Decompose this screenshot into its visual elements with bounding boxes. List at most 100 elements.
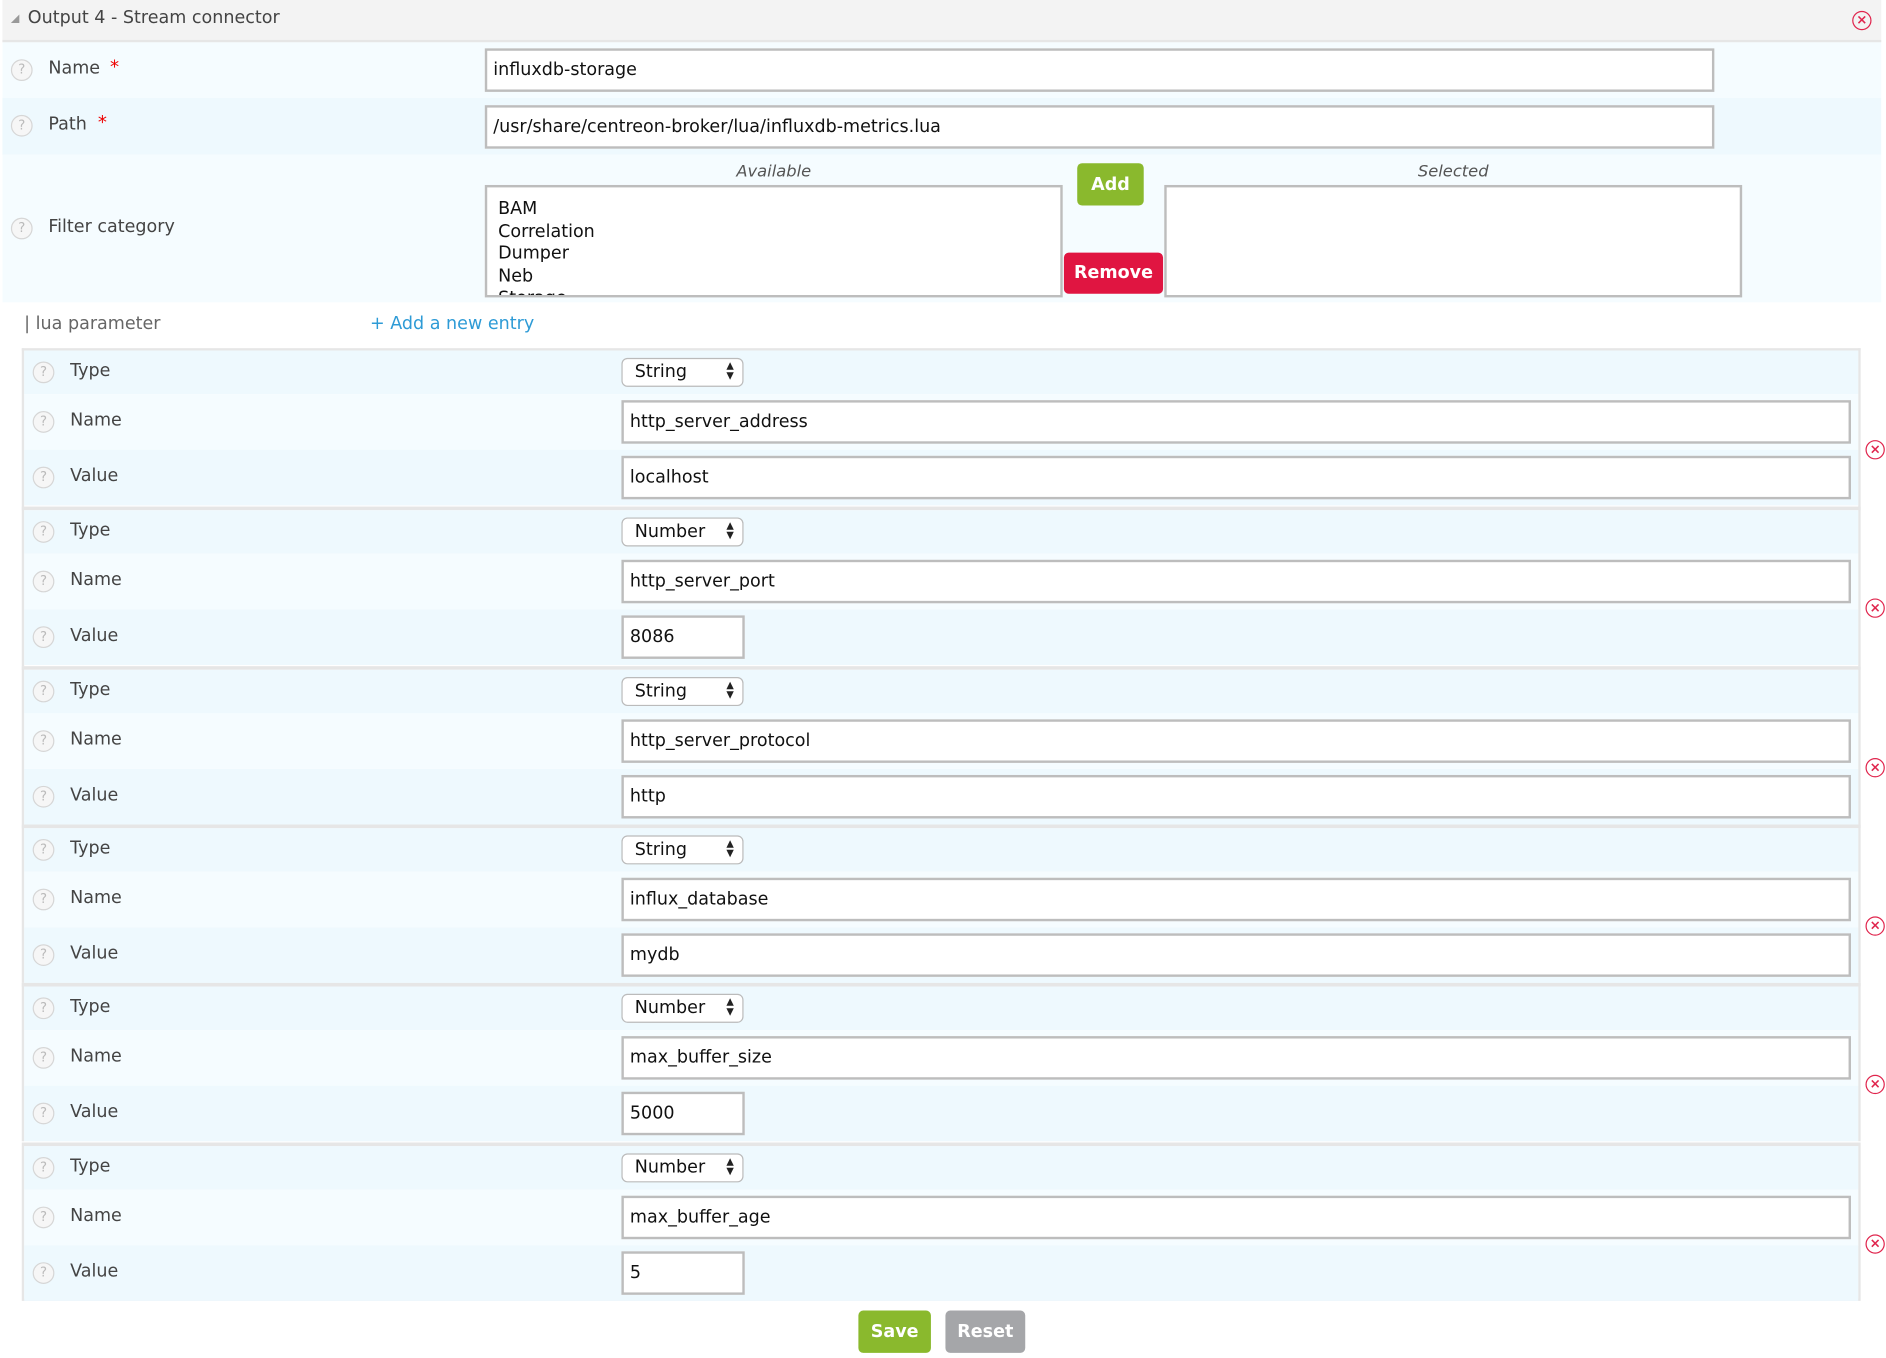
lua-parameter-group: ? Type? Name? Value Number ▲ ▼ max_buffer_size 5… xyxy=(21,983,1861,1142)
selected-caption: Selected xyxy=(1417,162,1489,182)
remove-parameter-icon[interactable]: × xyxy=(1865,916,1885,936)
param-value-input[interactable]: http xyxy=(621,774,1851,819)
available-option[interactable]: BAM xyxy=(498,199,538,219)
param-value-input[interactable]: 5000 xyxy=(621,1091,745,1136)
param-value-row xyxy=(24,1085,1859,1142)
help-icon[interactable]: ? xyxy=(32,1156,55,1179)
param-type-select[interactable]: Number ▲ ▼ xyxy=(621,1152,744,1182)
section-title: Output 4 - Stream connector xyxy=(27,8,280,28)
help-icon[interactable]: ? xyxy=(10,217,33,240)
help-icon[interactable]: ? xyxy=(32,411,55,433)
name-input[interactable]: influxdb-storage xyxy=(484,48,1715,92)
remove-parameter-icon[interactable]: × xyxy=(1865,757,1885,777)
param-name-input[interactable]: max_buffer_size xyxy=(621,1036,1851,1080)
help-icon[interactable]: ? xyxy=(32,361,55,384)
param-type-select[interactable]: Number ▲ ▼ xyxy=(621,517,744,547)
param-type-label: Type xyxy=(70,361,111,381)
param-value-input[interactable]: 5 xyxy=(621,1250,745,1295)
param-name-input[interactable]: http_server_address xyxy=(621,400,1851,444)
help-icon[interactable]: ? xyxy=(32,997,55,1020)
filter-category-label: Filter category xyxy=(48,217,175,237)
help-icon[interactable]: ? xyxy=(32,626,55,649)
help-icon[interactable]: ? xyxy=(32,888,55,911)
help-icon[interactable]: ? xyxy=(10,59,33,82)
help-icon[interactable]: ? xyxy=(32,1205,55,1228)
param-type-row xyxy=(24,986,1859,1031)
param-type-value: String xyxy=(634,362,688,383)
param-type-select[interactable]: String ▲ ▼ xyxy=(621,835,744,865)
collapse-triangle-icon[interactable] xyxy=(10,14,20,23)
close-section-icon[interactable]: × xyxy=(1852,10,1872,31)
remove-parameter-icon[interactable]: × xyxy=(1865,1233,1885,1254)
remove-parameter-icon[interactable]: × xyxy=(1865,440,1885,460)
param-type-label: Type xyxy=(70,680,111,700)
param-value-label: Value xyxy=(70,466,119,487)
param-name-label: Name xyxy=(70,888,122,908)
lua-parameter-label: | lua parameter xyxy=(24,314,161,334)
help-icon[interactable]: ? xyxy=(32,838,55,861)
param-value-label: Value xyxy=(70,785,119,805)
param-type-label: Type xyxy=(70,838,111,859)
select-arrows-icon: ▲ ▼ xyxy=(726,837,734,859)
add-new-entry-link[interactable]: + Add a new entry xyxy=(369,314,535,334)
param-name-label: Name xyxy=(70,729,122,750)
remove-parameter-icon[interactable]: × xyxy=(1865,1075,1885,1095)
lua-parameter-group: ? Type? Name? Value Number ▲ ▼ http_server_port… xyxy=(21,506,1861,666)
help-icon[interactable]: ? xyxy=(32,1047,55,1069)
help-icon[interactable]: ? xyxy=(32,680,55,702)
name-label: Name xyxy=(48,59,101,79)
remove-parameter-icon[interactable]: × xyxy=(1865,598,1885,619)
help-icon[interactable]: ? xyxy=(32,521,55,544)
help-icon[interactable]: ? xyxy=(32,729,55,752)
param-value-label: Value xyxy=(70,944,119,964)
help-icon[interactable]: ? xyxy=(32,1261,55,1284)
path-input[interactable]: /usr/share/centreon-broker/lua/influxdb-… xyxy=(484,105,1715,149)
param-value-row xyxy=(24,1244,1859,1301)
reset-button[interactable]: Reset xyxy=(945,1310,1026,1353)
param-name-input[interactable]: http_server_port xyxy=(621,560,1851,604)
selected-list[interactable] xyxy=(1164,184,1743,298)
param-type-row xyxy=(24,669,1859,713)
param-name-input[interactable]: max_buffer_age xyxy=(621,1195,1851,1239)
required-mark: * xyxy=(97,111,107,133)
help-icon[interactable]: ? xyxy=(32,944,55,966)
param-type-select[interactable]: Number ▲ ▼ xyxy=(621,994,744,1024)
section-header: Output 4 - Stream connector xyxy=(2,0,1882,43)
required-mark: * xyxy=(110,55,120,78)
available-caption: Available xyxy=(736,162,812,182)
help-icon[interactable]: ? xyxy=(32,571,55,593)
available-option[interactable]: Storage xyxy=(498,288,1049,295)
help-icon[interactable]: ? xyxy=(10,114,33,137)
help-icon[interactable]: ? xyxy=(32,466,55,489)
help-icon[interactable]: ? xyxy=(32,785,55,808)
available-option[interactable]: Neb xyxy=(498,266,534,286)
param-type-row xyxy=(24,828,1859,872)
param-name-label: Name xyxy=(70,1047,122,1067)
param-type-select[interactable]: String ▲ ▼ xyxy=(621,357,744,387)
path-label: Path xyxy=(48,114,87,135)
param-value-label: Value xyxy=(70,1102,119,1123)
param-value-input[interactable]: localhost xyxy=(621,455,1851,500)
available-option[interactable]: Correlation xyxy=(498,221,595,242)
param-type-value: Number xyxy=(634,1157,706,1177)
param-value-input[interactable]: 8086 xyxy=(621,615,745,660)
help-icon[interactable]: ? xyxy=(32,1102,55,1125)
param-value-label: Value xyxy=(70,626,119,646)
lua-parameter-group: ? Type? Name? Value String ▲ ▼ http_server_addr… xyxy=(21,348,1861,507)
param-name-input[interactable]: http_server_protocol xyxy=(621,718,1851,763)
param-type-select[interactable]: String ▲ ▼ xyxy=(621,676,744,706)
select-arrows-icon: ▲ ▼ xyxy=(726,1155,734,1176)
param-type-value: Number xyxy=(634,522,706,542)
param-type-value: String xyxy=(634,681,688,701)
add-category-button[interactable]: Add xyxy=(1077,163,1144,206)
param-value-input[interactable]: mydb xyxy=(621,933,1851,977)
param-type-row xyxy=(24,1145,1859,1190)
remove-category-button[interactable]: Remove xyxy=(1063,252,1164,294)
param-name-label: Name xyxy=(70,1205,122,1226)
param-value-row xyxy=(24,609,1859,666)
param-value-label: Value xyxy=(70,1261,119,1281)
available-option[interactable]: Dumper xyxy=(498,244,569,264)
param-name-input[interactable]: influx_database xyxy=(621,877,1851,922)
save-button[interactable]: Save xyxy=(858,1310,931,1353)
